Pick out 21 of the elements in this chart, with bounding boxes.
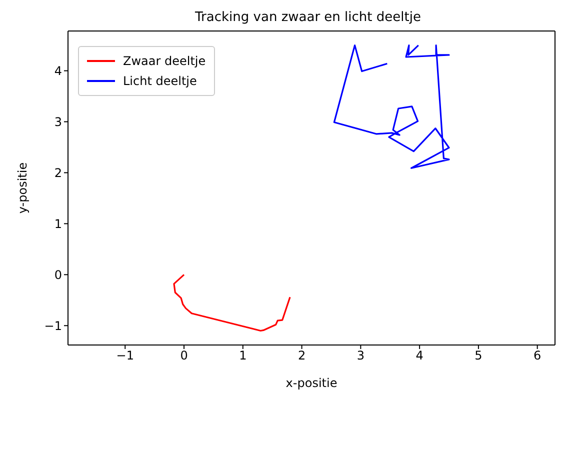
x-tick-label: 5	[474, 348, 482, 363]
x-tick-label: 4	[416, 348, 424, 363]
chart-title: Tracking van zwaar en licht deeltje	[194, 10, 422, 25]
x-tick-label: 3	[356, 348, 364, 363]
x-tick-label: 1	[239, 348, 247, 363]
legend-label: Zwaar deeltje	[123, 54, 206, 68]
x-tick-label: −1	[116, 348, 134, 363]
x-axis-title: x-positie	[286, 376, 338, 390]
x-tick-label: 0	[180, 348, 188, 363]
legend-label: Licht deeltje	[123, 74, 197, 88]
x-tick-label: 2	[298, 348, 306, 363]
y-tick-label: 3	[54, 114, 62, 129]
x-tick-label: 6	[534, 348, 542, 363]
line-series	[333, 44, 450, 169]
y-tick-label: 1	[54, 216, 62, 231]
y-tick-label: 0	[54, 268, 62, 282]
line-series	[173, 274, 291, 332]
y-tick-label: −1	[44, 318, 62, 333]
y-tick-label: 4	[54, 64, 62, 78]
y-tick-label: 2	[54, 166, 62, 180]
y-axis-title: y-positie	[15, 162, 30, 214]
